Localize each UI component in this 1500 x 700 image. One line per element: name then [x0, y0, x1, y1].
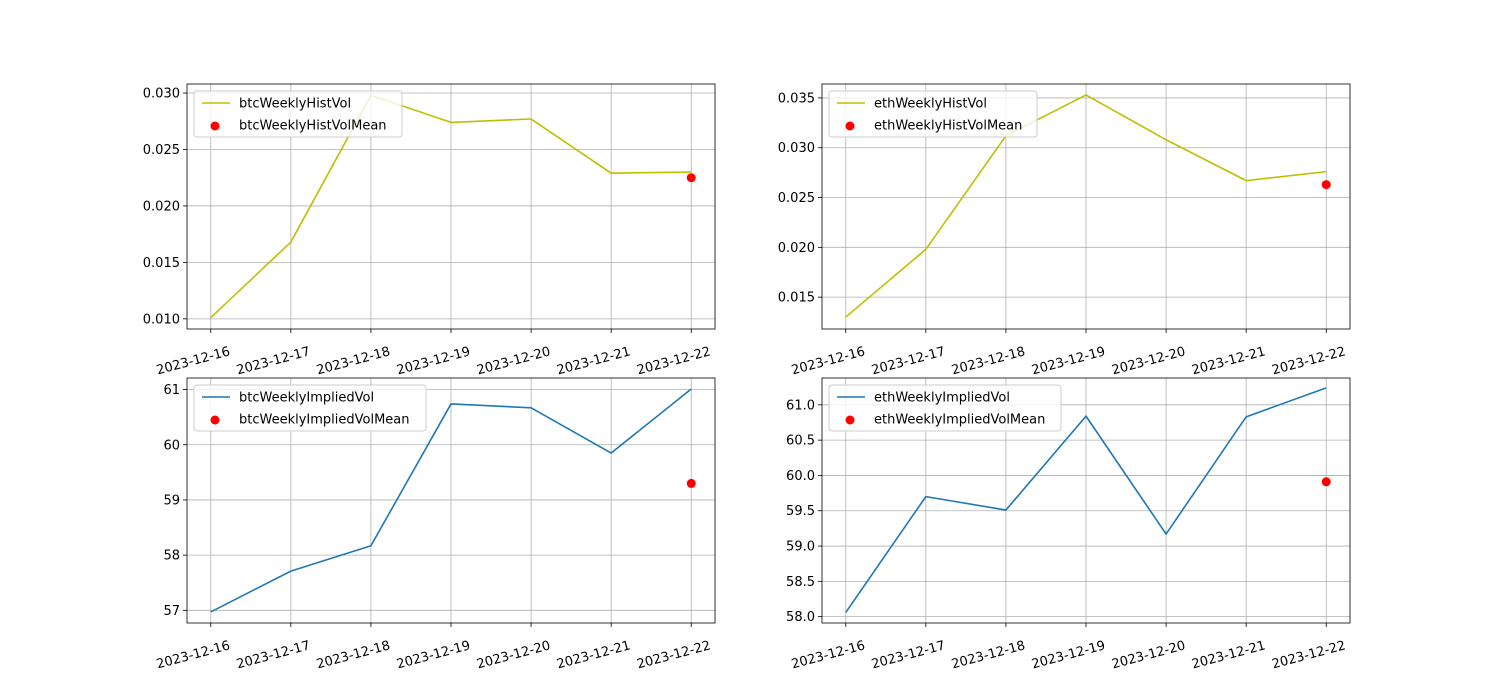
y-tick-label: 0.015: [143, 256, 180, 271]
y-tick-label: 59.5: [786, 504, 815, 519]
mean-point-btcWeeklyImpliedVolMean: [686, 478, 696, 488]
btc-hist-vol-panel: 2023-12-16 2023-12-17 2023-12-18 2023-12-19…: [143, 83, 716, 378]
mean-point-ethWeeklyHistVolMean: [1321, 180, 1331, 190]
x-tick-label: 2023-12-19: [1030, 344, 1107, 378]
mean-point-ethWeeklyImpliedVolMean: [1321, 477, 1331, 487]
legend: ethWeeklyImpliedVol ethWeeklyImpliedVolMe…: [828, 384, 1062, 432]
legend-box: [193, 90, 403, 138]
series-line-btcWeeklyImpliedVol: [210, 388, 692, 613]
btc-implied-vol-panel: 2023-12-16 2023-12-17 2023-12-18 2023-12-19…: [155, 377, 716, 672]
x-tick-label: 2023-12-18: [315, 344, 392, 378]
series-line-btcWeeklyHistVol: [210, 94, 692, 319]
axes-frame: [186, 83, 716, 330]
y-tick-label: 0.020: [778, 241, 815, 256]
y-tick-label: 61: [163, 383, 180, 398]
legend-label: btcWeeklyImpliedVol: [239, 391, 374, 406]
x-tick-label: 2023-12-22: [1270, 344, 1347, 378]
legend-dot-swatch: [210, 121, 220, 131]
legend-dot-swatch: [845, 415, 855, 425]
axes-frame: [821, 83, 1351, 330]
legend-label: ethWeeklyImpliedVolMean: [874, 413, 1045, 428]
x-tick-label: 2023-12-18: [315, 638, 392, 672]
legend-label: btcWeeklyHistVol: [239, 97, 351, 112]
y-tick-label: 0.030: [143, 87, 180, 102]
y-tick-label: 0.025: [778, 191, 815, 206]
legend: btcWeeklyImpliedVol btcWeeklyImpliedVolMe…: [193, 384, 427, 432]
legend-label: btcWeeklyImpliedVolMean: [239, 413, 410, 428]
y-tick-label: 0.015: [778, 291, 815, 306]
legend-box: [828, 90, 1038, 138]
x-tick-label: 2023-12-21: [555, 638, 632, 672]
x-tick-label: 2023-12-17: [870, 344, 947, 378]
series-line-ethWeeklyImpliedVol: [845, 387, 1327, 613]
x-tick-label: 2023-12-21: [1190, 638, 1267, 672]
x-tick-label: 2023-12-17: [235, 638, 312, 672]
axes-frame: [186, 377, 716, 624]
x-tick-label: 2023-12-19: [395, 638, 472, 672]
legend: btcWeeklyHistVol btcWeeklyHistVolMean: [193, 90, 403, 138]
y-tick-label: 59.0: [786, 540, 815, 555]
x-tick-label: 2023-12-17: [235, 344, 312, 378]
x-tick-label: 2023-12-20: [475, 344, 552, 378]
y-tick-label: 58.5: [786, 575, 815, 590]
mean-point-btcWeeklyHistVolMean: [686, 173, 696, 183]
x-tick-label: 2023-12-18: [950, 638, 1027, 672]
x-tick-label: 2023-12-16: [790, 344, 867, 378]
x-tick-label: 2023-12-22: [635, 344, 712, 378]
legend-box: [828, 384, 1062, 432]
y-tick-label: 57: [163, 604, 180, 619]
eth-hist-vol-panel: 2023-12-16 2023-12-17 2023-12-18 2023-12-19…: [778, 83, 1351, 378]
y-tick-label: 61.0: [786, 398, 815, 413]
x-tick-label: 2023-12-21: [1190, 344, 1267, 378]
legend-box: [193, 384, 427, 432]
y-tick-label: 60.5: [786, 434, 815, 449]
legend-label: btcWeeklyHistVolMean: [239, 119, 387, 134]
eth-implied-vol-panel: 2023-12-16 2023-12-17 2023-12-18 2023-12-19…: [786, 377, 1351, 672]
x-tick-label: 2023-12-20: [475, 638, 552, 672]
y-tick-label: 0.025: [143, 143, 180, 158]
x-tick-label: 2023-12-16: [155, 344, 232, 378]
y-tick-label: 0.030: [778, 141, 815, 156]
x-tick-label: 2023-12-19: [1030, 638, 1107, 672]
x-tick-label: 2023-12-19: [395, 344, 472, 378]
series-line-ethWeeklyHistVol: [845, 94, 1327, 318]
x-tick-label: 2023-12-21: [555, 344, 632, 378]
legend-label: ethWeeklyHistVol: [874, 97, 987, 112]
x-tick-label: 2023-12-16: [155, 638, 232, 672]
legend: ethWeeklyHistVol ethWeeklyHistVolMean: [828, 90, 1038, 138]
legend-dot-swatch: [210, 415, 220, 425]
x-tick-label: 2023-12-22: [635, 638, 712, 672]
axes-frame: [821, 377, 1351, 624]
legend-label: ethWeeklyImpliedVol: [874, 391, 1010, 406]
y-tick-label: 60.0: [786, 469, 815, 484]
y-tick-label: 59: [163, 493, 180, 508]
x-tick-label: 2023-12-16: [790, 638, 867, 672]
x-tick-label: 2023-12-17: [870, 638, 947, 672]
x-tick-label: 2023-12-20: [1110, 638, 1187, 672]
x-tick-label: 2023-12-18: [950, 344, 1027, 378]
legend-dot-swatch: [845, 121, 855, 131]
x-tick-label: 2023-12-22: [1270, 638, 1347, 672]
y-tick-label: 60: [163, 438, 180, 453]
y-tick-label: 0.020: [143, 199, 180, 214]
legend-label: ethWeeklyHistVolMean: [874, 119, 1022, 134]
x-tick-label: 2023-12-20: [1110, 344, 1187, 378]
y-tick-label: 0.010: [143, 312, 180, 327]
y-tick-label: 58.0: [786, 610, 815, 625]
y-tick-label: 58: [163, 549, 180, 564]
y-tick-label: 0.035: [778, 91, 815, 106]
